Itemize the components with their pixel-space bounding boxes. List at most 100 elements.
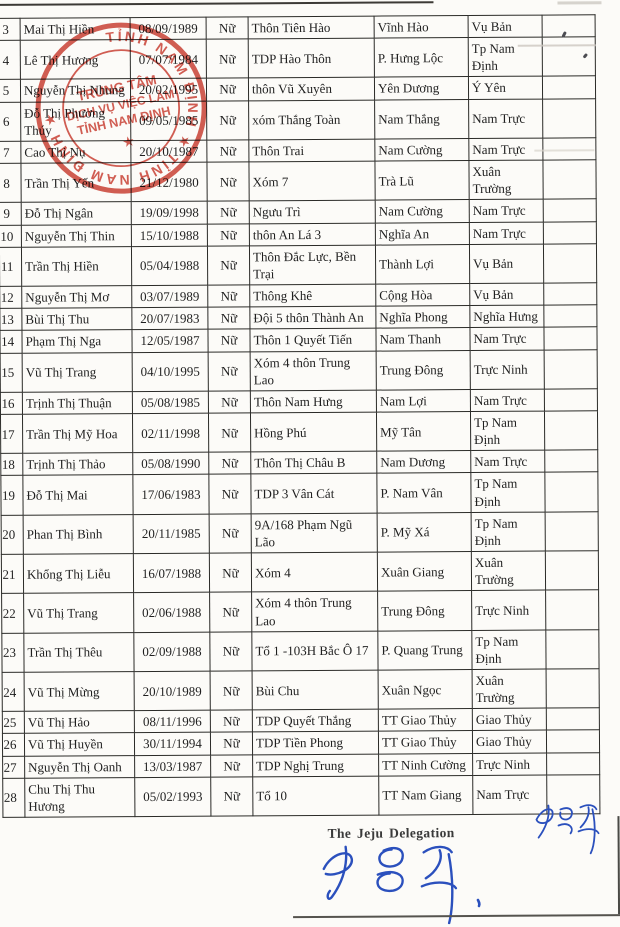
commune-cell: Thành Lợi xyxy=(375,244,470,285)
address-cell: Thôn Đắc Lực, Bền Trại xyxy=(249,244,376,285)
address-cell: TDP Hào Thôn xyxy=(248,38,375,79)
commune-cell: P. Hưng Lộc xyxy=(374,37,469,78)
table-row: 24 Vũ Thị Mừng 20/10/1989 Nữ Bùi Chu Xuân Ngọ… xyxy=(2,668,600,712)
row-number-cell: 7 xyxy=(0,141,21,164)
name-cell: Mai Thị Hiền xyxy=(20,17,131,41)
gender-cell: Nữ xyxy=(210,754,253,777)
address-cell: Bùi Chu xyxy=(252,670,379,711)
dob-cell: 04/10/1995 xyxy=(132,351,209,392)
district-cell: Nam Trực xyxy=(469,221,544,245)
gender-cell: Nữ xyxy=(207,245,250,286)
table-row: 15 Vũ Thị Trang 04/10/1995 Nữ Xóm 4 thôn Tru… xyxy=(0,349,598,393)
name-cell: Nguyễn Thị Nhung xyxy=(20,79,131,102)
name-cell: Trịnh Thị Thuận xyxy=(22,391,133,415)
address-cell: thôn Vũ Xuyên xyxy=(248,77,375,101)
district-cell: Giao Thủy xyxy=(472,708,547,731)
empty-cell xyxy=(543,243,597,284)
empty-cell xyxy=(543,199,597,222)
empty-cell xyxy=(544,388,598,412)
dob-cell: 17/06/1983 xyxy=(132,474,210,515)
name-cell: Vũ Thị Trang xyxy=(23,592,134,633)
district-cell: Tp Nam Định xyxy=(471,629,547,670)
address-cell: Đội 5 thôn Thành An xyxy=(249,306,376,330)
dob-cell: 20/10/1987 xyxy=(130,140,207,163)
name-cell: Trần Thị Yến xyxy=(20,162,132,203)
address-cell: Xóm 4 thôn Trung Lao xyxy=(251,591,378,632)
gender-cell: Nữ xyxy=(208,452,251,475)
district-cell: Giao Thủy xyxy=(472,730,547,754)
address-cell: Thôn Nam Hưng xyxy=(250,389,377,413)
address-cell: TDP Quyết Thắng xyxy=(252,709,379,733)
row-number-cell: 17 xyxy=(0,414,23,454)
empty-cell xyxy=(545,590,599,630)
empty-cell xyxy=(546,668,600,709)
empty-cell xyxy=(543,221,597,244)
district-cell: Tp Nam Định xyxy=(470,411,545,451)
table-row: 8 Trần Thị Yến 21/12/1980 Nữ Xóm 7 Trà Lũ Xuân… xyxy=(0,159,597,203)
commune-cell: Nam Lợi xyxy=(376,389,471,413)
district-cell: Vụ Bản xyxy=(469,283,544,306)
district-cell: Tp Nam Định xyxy=(470,472,546,513)
table-row: 4 Lê Thị Hương 07/07/1984 Nữ TDP Hào Thôn P. … xyxy=(0,36,596,80)
empty-cell xyxy=(542,14,596,38)
scan-artifact xyxy=(557,1,602,5)
dob-cell: 05/02/1993 xyxy=(134,776,211,817)
dob-cell: 09/05/1985 xyxy=(130,100,207,141)
gender-cell: Nữ xyxy=(210,710,253,733)
gender-cell: Nữ xyxy=(206,100,249,141)
district-cell: Trực Ninh xyxy=(471,590,546,631)
gender-cell: Nữ xyxy=(209,592,252,632)
gender-cell: Nữ xyxy=(208,390,251,414)
address-cell: TDP Nghị Trung xyxy=(252,753,379,777)
dob-cell: 20/11/1985 xyxy=(133,513,210,554)
dob-cell: 02/06/1988 xyxy=(133,592,210,633)
gender-cell: Nữ xyxy=(206,39,249,79)
district-cell: Nam Trực xyxy=(470,450,545,473)
name-cell: Vũ Thị Mừng xyxy=(24,671,135,712)
empty-cell xyxy=(545,550,599,591)
address-cell: Xóm 4 xyxy=(251,552,378,593)
name-cell: Phạm Thị Nga xyxy=(21,329,133,353)
gender-cell: Nữ xyxy=(207,329,251,352)
row-number-cell: 13 xyxy=(0,308,22,331)
table-row: 22 Vũ Thị Trang 02/06/1988 Nữ Xóm 4 thôn Tru… xyxy=(1,590,599,634)
row-number-cell: 19 xyxy=(0,475,24,516)
address-cell: Xóm 4 thôn Trung Lao xyxy=(250,350,377,391)
district-cell: Tp Nam Định xyxy=(471,511,546,552)
table-row: 17 Trần Thị Mỹ Hoa 02/11/1998 Nữ Hồng Phú Mỹ … xyxy=(0,410,598,454)
gender-cell: Nữ xyxy=(210,732,253,755)
gender-cell: Nữ xyxy=(208,474,252,514)
dob-cell: 05/08/1990 xyxy=(132,452,209,476)
commune-cell: Nghĩa An xyxy=(375,222,470,245)
name-cell: Phan Thị Bình xyxy=(23,514,134,555)
district-cell: Tp Nam Định xyxy=(468,37,543,77)
row-number-cell: 15 xyxy=(0,352,23,393)
row-number-cell: 11 xyxy=(0,246,22,287)
empty-cell xyxy=(545,511,599,552)
commune-cell: TT Giao Thủy xyxy=(378,730,473,754)
name-cell: Đỗ Thị Phương Thúy xyxy=(20,101,131,142)
gender-cell: Nữ xyxy=(207,307,250,330)
row-number-cell: 18 xyxy=(0,453,23,476)
empty-cell xyxy=(546,730,600,753)
dob-cell: 30/11/1994 xyxy=(134,732,211,756)
gender-cell: Nữ xyxy=(209,513,252,554)
address-cell: thôn An Lá 3 xyxy=(249,222,376,246)
empty-cell xyxy=(542,159,597,200)
name-cell: Vũ Thị Trang xyxy=(22,352,133,393)
commune-cell: Nam Thắng xyxy=(374,99,469,140)
row-number-cell: 14 xyxy=(0,330,23,353)
commune-cell: P. Mỹ Xá xyxy=(377,512,472,553)
district-cell: Ý Yên xyxy=(468,76,543,100)
commune-cell: Trung Đông xyxy=(377,590,472,631)
row-number-cell: 27 xyxy=(2,755,25,779)
address-cell: TDP 3 Vân Cát xyxy=(250,473,378,514)
district-cell: Xuân Trường xyxy=(472,669,547,709)
commune-cell: TT Ninh Cường xyxy=(378,753,473,776)
previous-row-cut-line xyxy=(0,1,434,6)
dob-cell: 05/08/1985 xyxy=(132,390,209,414)
table-row: 28 Chu Thị Thu Hương 05/02/1993 Nữ Tổ 10 TT N… xyxy=(2,774,600,818)
row-number-cell: 8 xyxy=(0,163,22,203)
table-row: 20 Phan Thị Bình 20/11/1985 Nữ 9A/168 Phạm N… xyxy=(1,511,599,555)
address-cell: xóm Thắng Toàn xyxy=(248,99,375,140)
